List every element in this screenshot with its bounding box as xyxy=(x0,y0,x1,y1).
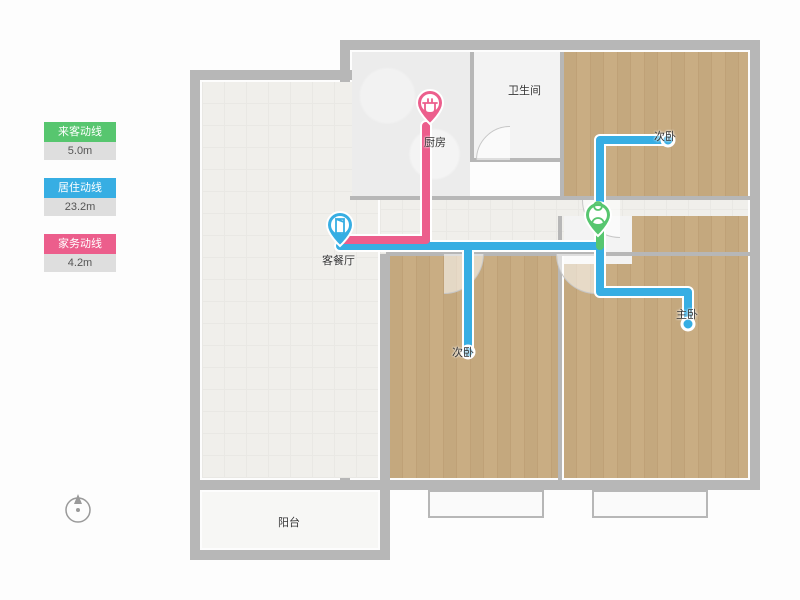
legend-value-guest: 5.0m xyxy=(44,142,116,160)
legend-label-house: 家务动线 xyxy=(44,234,116,254)
room-label-bed2a: 次卧 xyxy=(654,128,676,144)
room-label-balcony: 阳台 xyxy=(278,514,300,530)
inner-wall xyxy=(350,196,750,200)
legend-row-house: 家务动线 4.2m xyxy=(44,234,116,272)
floor-plan: 客餐厅阳台厨房卫生间次卧次卧主卧 xyxy=(190,40,770,560)
room-label-bed2b: 次卧 xyxy=(452,344,474,360)
room-label-bath: 卫生间 xyxy=(508,82,541,98)
room-label-bed1: 主卧 xyxy=(676,306,698,322)
legend-value-house: 4.2m xyxy=(44,254,116,272)
person-marker xyxy=(583,200,613,238)
kitchen-marker xyxy=(415,88,445,126)
balcony-rail xyxy=(428,490,544,518)
legend-row-guest: 来客动线 5.0m xyxy=(44,122,116,160)
room-label-living: 客餐厅 xyxy=(322,252,355,268)
legend-label-living: 居住动线 xyxy=(44,178,116,198)
inner-wall xyxy=(470,52,474,162)
legend-value-living: 23.2m xyxy=(44,198,116,216)
compass-icon xyxy=(60,490,96,526)
entry-marker xyxy=(325,210,355,248)
inner-wall xyxy=(560,52,564,198)
balcony-rail xyxy=(592,490,708,518)
legend-row-living: 居住动线 23.2m xyxy=(44,178,116,216)
room-bed2b xyxy=(390,256,558,478)
room-bed2a xyxy=(564,52,748,198)
legend: 来客动线 5.0m 居住动线 23.2m 家务动线 4.2m xyxy=(44,122,116,290)
room-label-kitchen: 厨房 xyxy=(424,134,446,150)
legend-label-guest: 来客动线 xyxy=(44,122,116,142)
room-kitchen xyxy=(352,52,470,198)
